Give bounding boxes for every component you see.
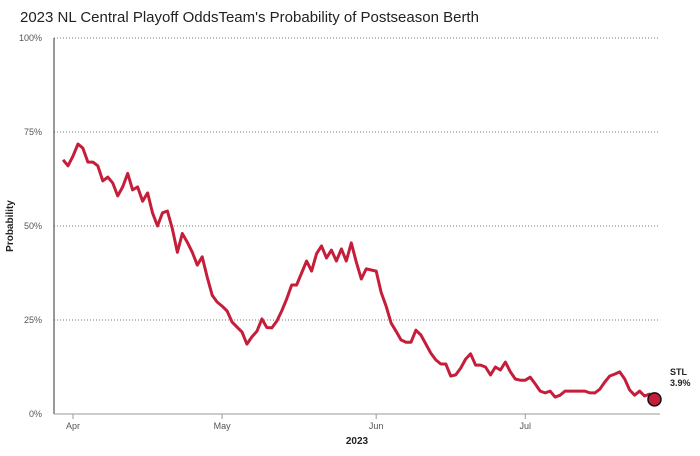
y-tick-label: 25% (24, 315, 42, 325)
x-tick-label: Apr (66, 421, 80, 431)
x-tick-label: May (214, 421, 232, 431)
y-tick-label: 75% (24, 127, 42, 137)
y-tick-label: 100% (19, 33, 42, 43)
y-axis-label: Probability (5, 200, 16, 252)
series-name-label: STL (670, 367, 688, 377)
y-tick-label: 0% (29, 409, 42, 419)
chart-title: 2023 NL Central Playoff OddsTeam's Proba… (20, 9, 479, 26)
series-endpoint-marker (647, 392, 662, 407)
x-tick-label: Jul (520, 421, 532, 431)
series-line-stl (61, 142, 656, 401)
subtitle-text: Team's Probability of Postseason Berth (218, 9, 479, 26)
title-text: 2023 NL Central Playoff Odds (20, 9, 219, 26)
series-end-value-label: 3.9% (670, 378, 691, 388)
x-axis-label: 2023 (346, 436, 369, 447)
x-tick-label: Jun (369, 421, 384, 431)
y-tick-label: 50% (24, 221, 42, 231)
